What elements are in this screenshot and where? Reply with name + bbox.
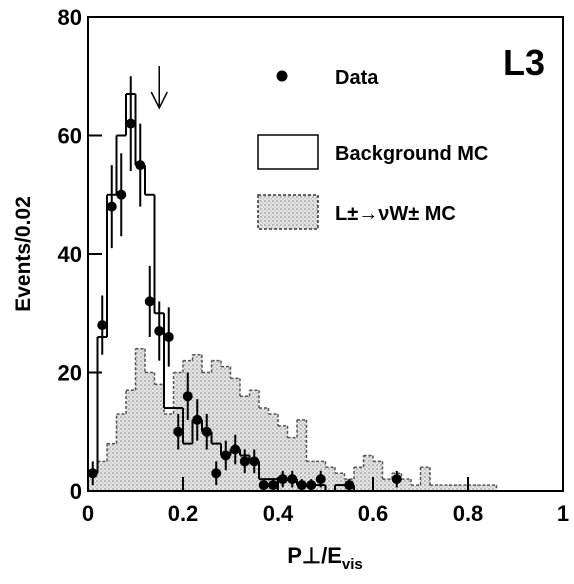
data-point <box>116 189 127 200</box>
signal-bin <box>458 485 468 491</box>
legend-swatch <box>257 134 319 170</box>
data-point <box>268 480 279 491</box>
x-tick-label: 0.8 <box>453 501 484 526</box>
signal-bin <box>335 473 345 491</box>
signal-bin <box>439 485 449 491</box>
data-point <box>135 160 146 171</box>
x-tick-label: 0 <box>82 501 94 526</box>
signal-bin <box>325 467 335 491</box>
data-point <box>306 480 317 491</box>
data-point <box>230 444 241 455</box>
signal-bin <box>287 437 297 491</box>
signal-bin <box>164 413 174 491</box>
data-point <box>239 456 250 467</box>
signal-bin <box>126 390 136 491</box>
y-axis-label: Events/0.02 <box>12 196 35 312</box>
data-point <box>220 450 231 461</box>
data-point <box>182 391 193 402</box>
data-point <box>249 456 260 467</box>
data-point <box>125 118 136 129</box>
y-tick-label: 0 <box>70 479 82 504</box>
x-axis-label-main: P⊥/E <box>287 543 342 568</box>
signal-bin <box>354 467 364 491</box>
signal-bin <box>401 479 411 491</box>
signal-bin <box>183 360 193 491</box>
signal-bin <box>135 348 145 491</box>
y-tick-label: 40 <box>58 242 82 267</box>
signal-bin <box>382 479 392 491</box>
x-tick-label: 0.6 <box>358 501 389 526</box>
signal-bin <box>468 485 478 491</box>
signal-bin <box>154 384 164 491</box>
data-point <box>192 414 203 425</box>
data-point <box>296 480 307 491</box>
histograms <box>87 93 563 492</box>
data-point <box>173 426 184 437</box>
signal-bin <box>97 461 107 491</box>
signal-bin <box>211 360 221 491</box>
data-point <box>154 326 165 337</box>
data-point <box>258 480 269 491</box>
x-tick-label: 0.2 <box>168 501 199 526</box>
signal-bin <box>259 408 269 491</box>
legend-swatch <box>257 194 319 230</box>
signal-bin <box>107 443 117 491</box>
signal-bin <box>297 419 307 491</box>
y-tick-label: 80 <box>58 5 82 30</box>
signal-bin <box>249 390 259 491</box>
signal-bin <box>477 485 487 491</box>
legend-marker <box>276 70 288 82</box>
x-tick-label: 0.4 <box>263 501 294 526</box>
signal-bin <box>449 485 459 491</box>
signal-bin <box>306 461 316 491</box>
y-tick-label: 60 <box>58 124 82 149</box>
legend-label: Background MC <box>335 143 488 165</box>
data-point <box>97 320 108 331</box>
signal-bin <box>430 485 440 491</box>
legend-label: Data <box>335 67 379 89</box>
x-axis-label: P⊥/Evis <box>287 543 362 573</box>
data-point <box>87 468 98 479</box>
signal-bin <box>240 396 250 491</box>
cut-arrow <box>150 66 168 110</box>
data-point <box>144 296 155 307</box>
y-tick-label: 20 <box>58 361 82 386</box>
legend-label: L±→νW± MC <box>335 203 456 225</box>
data-point <box>315 474 326 485</box>
signal-bin <box>411 485 421 491</box>
data-point <box>277 474 288 485</box>
signal-bin <box>420 467 430 491</box>
signal-bin <box>487 485 497 491</box>
data-point <box>391 474 402 485</box>
data-point <box>163 331 174 342</box>
data-point <box>201 426 212 437</box>
signal-bin <box>116 413 126 491</box>
x-tick-label: 1 <box>557 501 569 526</box>
signal-bin <box>221 366 231 491</box>
data-point <box>211 468 222 479</box>
data-point <box>287 474 298 485</box>
data-point <box>344 480 355 491</box>
x-axis-label-sub: vis <box>342 556 363 573</box>
data-point <box>106 201 117 212</box>
data-points <box>87 76 402 491</box>
signal-bin <box>373 461 383 491</box>
signal-bin <box>278 425 288 491</box>
signal-bin <box>145 372 155 491</box>
experiment-tag: L3 <box>503 42 545 83</box>
signal-bin <box>363 455 373 491</box>
signal-bin <box>268 413 278 491</box>
